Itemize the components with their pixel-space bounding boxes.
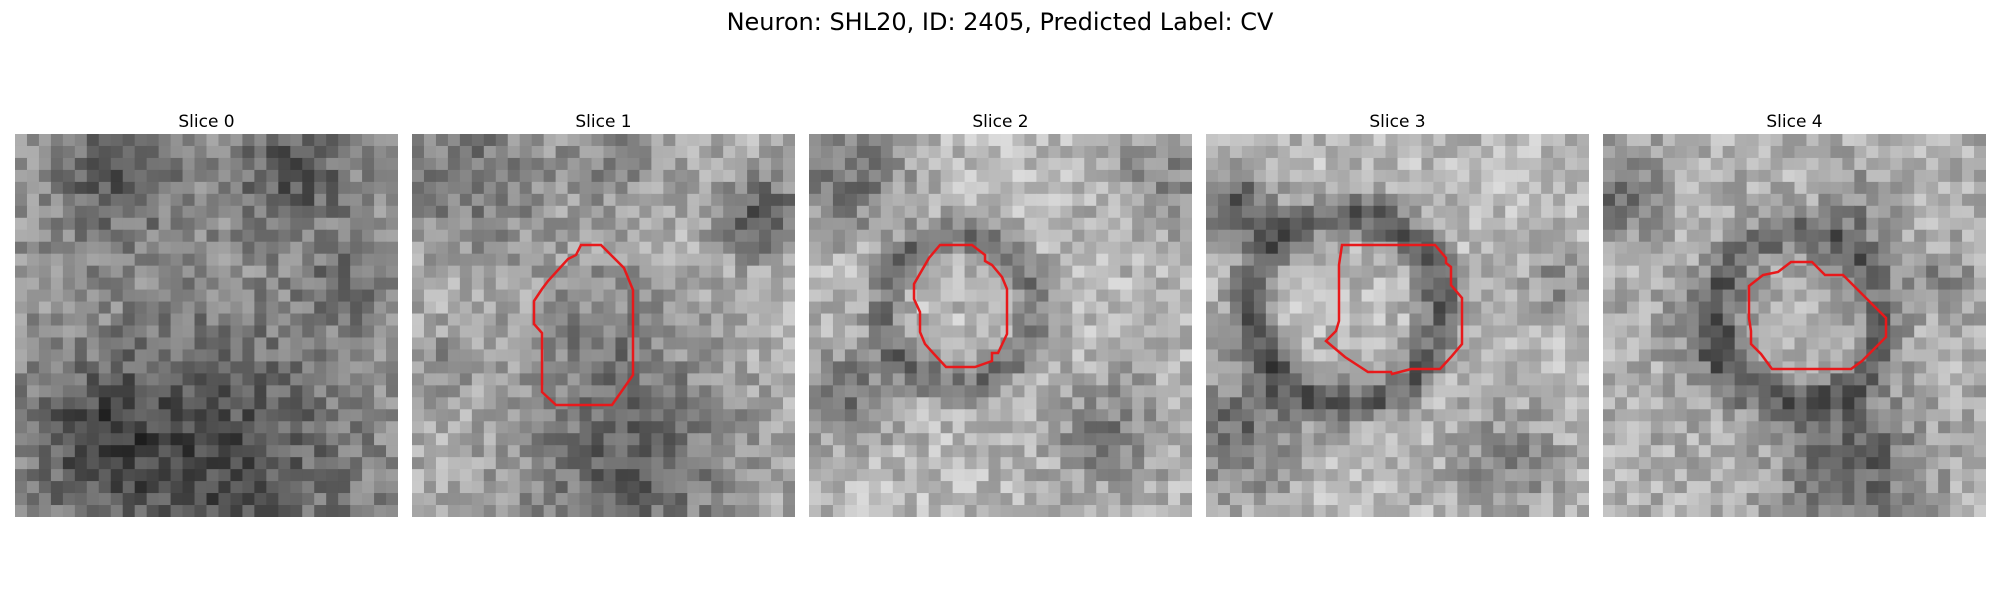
slice-panel-1: Slice 1 — [412, 110, 795, 517]
segmentation-outline-2 — [912, 243, 1009, 369]
slice-title-2: Slice 2 — [972, 112, 1029, 132]
slice-image-0 — [15, 134, 398, 517]
slice-image-4 — [1603, 134, 1986, 517]
slice-panel-3: Slice 3 — [1206, 110, 1589, 517]
slice-panel-0: Slice 0 — [15, 110, 398, 517]
slice-panel-4: Slice 4 — [1603, 110, 1986, 517]
slice-title-1: Slice 1 — [575, 112, 632, 132]
slice-title-0: Slice 0 — [178, 112, 235, 132]
slice-image-3 — [1206, 134, 1589, 517]
figure-title: Neuron: SHL20, ID: 2405, Predicted Label… — [726, 8, 1274, 36]
segmentation-outline-1 — [532, 243, 635, 407]
slice-image-2 — [809, 134, 1192, 517]
segmentation-outline-4 — [1747, 260, 1888, 371]
slice-panel-2: Slice 2 — [809, 110, 1192, 517]
slice-title-3: Slice 3 — [1369, 112, 1426, 132]
slice-image-1 — [412, 134, 795, 517]
segmentation-outline-3 — [1324, 243, 1464, 376]
slice-title-4: Slice 4 — [1766, 112, 1823, 132]
